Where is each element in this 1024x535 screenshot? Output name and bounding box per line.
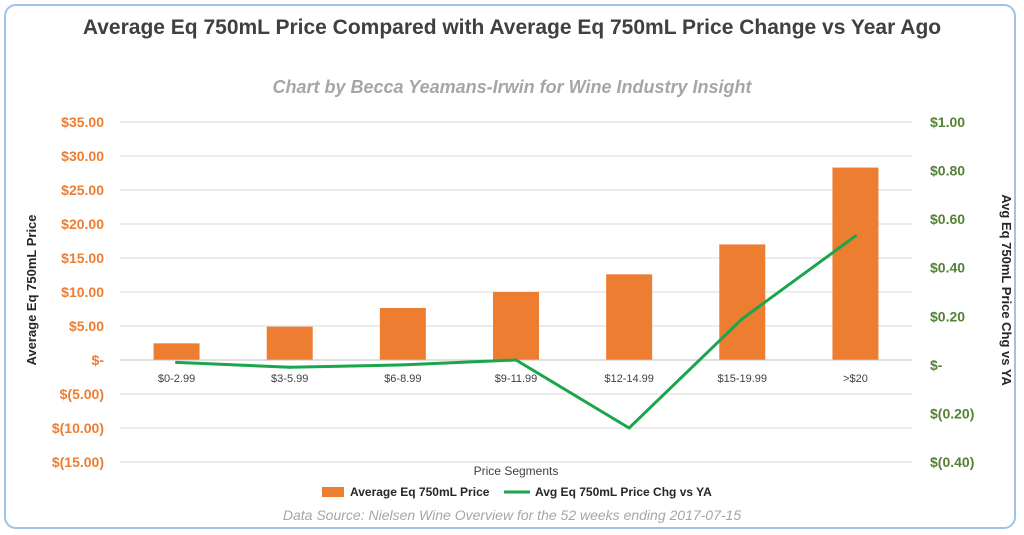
y-tick-label-right: $0.60 <box>930 211 965 227</box>
line-point <box>514 358 518 362</box>
y-axis-title-right: Avg Eq 750mL Price Chg vs YA <box>999 194 1014 386</box>
bar <box>719 244 766 360</box>
bar <box>153 343 200 360</box>
line-point <box>853 234 857 238</box>
y-axis-title-left: Average Eq 750mL Price <box>24 214 39 365</box>
chart-title: Average Eq 750mL Price Compared with Ave… <box>82 16 942 39</box>
x-tick-label: $6-8.99 <box>384 373 421 385</box>
bar-series <box>153 167 879 360</box>
y-tick-label-right: $0.80 <box>930 163 965 179</box>
y-tick-label-left: $25.00 <box>61 182 104 198</box>
bar <box>606 274 653 360</box>
gridlines <box>120 121 912 463</box>
y-tick-label-left: $15.00 <box>61 250 104 266</box>
y-tick-label-left: $5.00 <box>69 318 104 334</box>
y-tick-label-left: $30.00 <box>61 148 104 164</box>
y-tick-label-left: $10.00 <box>61 284 104 300</box>
y-tick-label-right: $0.40 <box>930 260 965 276</box>
bar <box>832 167 879 360</box>
x-tick-label: $0-2.99 <box>158 373 195 385</box>
x-tick-label: $12-14.99 <box>604 373 654 385</box>
y-tick-label-left: $(10.00) <box>52 420 104 436</box>
bar <box>379 307 426 360</box>
chart-subtitle: Chart by Becca Yeamans-Irwin for Wine In… <box>272 77 752 97</box>
y-tick-label-right: $0.20 <box>930 308 965 324</box>
y-tick-label-left: $35.00 <box>61 114 104 130</box>
y-tick-label-left: $(15.00) <box>52 454 104 470</box>
line-point <box>401 363 405 367</box>
y-tick-labels-left: $35.00 $30.00 $25.00 $20.00 $15.00 $10.00 $5.0… <box>52 114 104 470</box>
data-source-note: Data Source: Nielsen Wine Overview for t… <box>282 507 742 523</box>
legend-swatch-bar <box>322 487 344 497</box>
y-tick-labels-right: $1.00 $0.80 $0.60 $0.40 $0.20 $- $(0.20) $(0.40… <box>930 114 974 470</box>
x-tick-label: $3-5.99 <box>271 373 308 385</box>
y-tick-label-right: $(0.40) <box>930 454 974 470</box>
legend: Average Eq 750mL Price Avg Eq 750mL Pric… <box>322 485 712 499</box>
legend-label-line: Avg Eq 750mL Price Chg vs YA <box>535 485 712 499</box>
y-tick-label-left: $- <box>92 352 105 368</box>
bar <box>493 292 539 360</box>
legend-label-bar: Average Eq 750mL Price <box>350 485 490 499</box>
line-series <box>175 234 857 430</box>
x-tick-label: $9-11.99 <box>495 373 538 385</box>
x-tick-labels: $0-2.99 $3-5.99 $6-8.99 $9-11.99 $12-14.99 $1… <box>158 373 868 385</box>
y-tick-label-right: $(0.20) <box>930 405 974 421</box>
line-point <box>627 426 631 430</box>
y-tick-label-left: $(5.00) <box>60 386 104 402</box>
y-tick-label-left: $20.00 <box>61 216 104 232</box>
x-axis-title: Price Segments <box>474 464 559 478</box>
x-tick-label: >$20 <box>843 373 868 385</box>
y-tick-label-right: $1.00 <box>930 114 965 130</box>
line-point <box>740 317 744 321</box>
y-tick-label-right: $- <box>930 357 943 373</box>
line-point <box>175 360 179 364</box>
x-tick-label: $15-19.99 <box>718 373 768 385</box>
bar <box>266 326 313 360</box>
line-point <box>288 365 292 369</box>
